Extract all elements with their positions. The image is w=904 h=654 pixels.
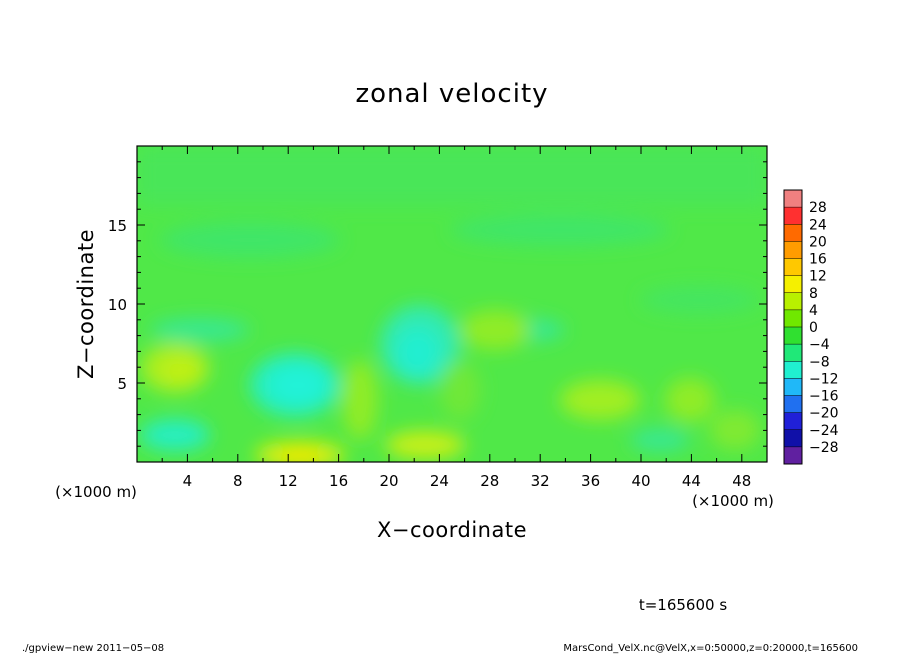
colorbar-label: −12 bbox=[809, 371, 839, 387]
colorbar-swatch bbox=[784, 429, 802, 448]
colorbar-label: −28 bbox=[809, 440, 839, 456]
colorbar-label: −24 bbox=[809, 423, 839, 439]
colorbar-swatch bbox=[784, 275, 802, 294]
y-tick-labels: 5 10 15 bbox=[108, 217, 127, 393]
y-tick-label: 10 bbox=[108, 296, 127, 314]
colorbar-label: −16 bbox=[809, 389, 839, 405]
x-tick-label: 44 bbox=[682, 472, 701, 490]
colorbar-label: 16 bbox=[809, 252, 827, 268]
x-tick-label: 4 bbox=[183, 472, 193, 490]
colorbar-swatch bbox=[784, 446, 802, 465]
time-label: t=165600 s bbox=[639, 596, 727, 614]
footer-right: MarsCond_VelX.nc@VelX,x=0:50000,z=0:2000… bbox=[563, 643, 858, 654]
x-axis-label: X−coordinate bbox=[377, 518, 527, 542]
x-tick-label: 28 bbox=[480, 472, 499, 490]
colorbar-swatch bbox=[784, 327, 802, 345]
x-tick-label: 32 bbox=[531, 472, 550, 490]
chart-title: zonal velocity bbox=[355, 79, 548, 109]
heatmap-field bbox=[137, 146, 767, 462]
colorbar-label: 8 bbox=[809, 286, 818, 302]
x-tick-label: 16 bbox=[329, 472, 348, 490]
x-tick-label: 40 bbox=[631, 472, 650, 490]
footer-left: ./gpview−new 2011−05−08 bbox=[22, 643, 164, 654]
x-tick-label: 20 bbox=[379, 472, 398, 490]
x-tick-label: 12 bbox=[279, 472, 298, 490]
colorbar-label: −20 bbox=[809, 406, 839, 422]
colorbar-label: −8 bbox=[809, 354, 830, 370]
colorbar-label: 20 bbox=[809, 234, 827, 250]
x-units-label: (×1000 m) bbox=[692, 492, 774, 510]
colorbar-swatch bbox=[784, 207, 802, 225]
y-units-label: (×1000 m) bbox=[55, 483, 137, 501]
colorbar-label: −4 bbox=[809, 337, 830, 353]
x-tick-labels: 4 8 12 16 20 24 28 32 36 40 44 48 bbox=[183, 472, 752, 490]
colorbar bbox=[783, 189, 803, 465]
colorbar-label: 4 bbox=[809, 303, 818, 319]
colorbar-label: 0 bbox=[809, 320, 818, 336]
colorbar-swatch bbox=[784, 241, 802, 259]
y-axis-ticks bbox=[137, 161, 767, 447]
colorbar-swatch bbox=[784, 395, 802, 414]
colorbar-swatch bbox=[784, 292, 802, 311]
colorbar-swatch bbox=[784, 412, 802, 431]
colorbar-label: 12 bbox=[809, 269, 827, 285]
colorbar-swatch bbox=[784, 309, 802, 328]
y-axis-label: Z−coordinate bbox=[74, 229, 98, 379]
x-tick-label: 36 bbox=[581, 472, 600, 490]
colorbar-label: 28 bbox=[809, 200, 827, 216]
x-tick-label: 8 bbox=[233, 472, 243, 490]
y-tick-label: 15 bbox=[108, 217, 127, 235]
y-tick-label: 5 bbox=[117, 375, 127, 393]
colorbar-swatch bbox=[784, 190, 802, 208]
colorbar-swatch bbox=[784, 258, 802, 277]
colorbar-swatch bbox=[784, 361, 802, 379]
colorbar-swatch bbox=[784, 378, 802, 396]
x-axis-ticks bbox=[161, 146, 743, 462]
colorbar-swatch bbox=[784, 344, 802, 362]
x-tick-label: 24 bbox=[430, 472, 449, 490]
colorbar-swatch bbox=[784, 224, 802, 242]
x-tick-label: 48 bbox=[732, 472, 751, 490]
colorbar-label: 24 bbox=[809, 217, 827, 233]
